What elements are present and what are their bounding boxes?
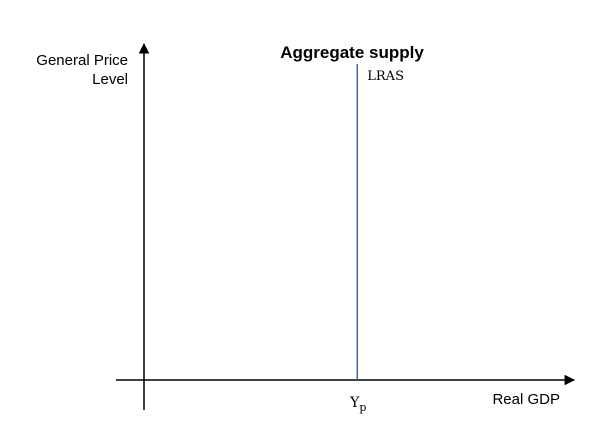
x-axis-label: Real GDP: [492, 391, 560, 408]
y-axis-label-line1: General Price: [36, 52, 128, 69]
y-axis-label-line2: Level: [92, 71, 128, 88]
potential-output-label-sub: p: [359, 401, 366, 414]
potential-output-label: Yp: [349, 395, 366, 414]
diagram-title: Aggregate supply: [280, 43, 424, 62]
potential-output-label-main: Y: [349, 395, 360, 411]
lras-label: LRAS: [367, 69, 404, 84]
